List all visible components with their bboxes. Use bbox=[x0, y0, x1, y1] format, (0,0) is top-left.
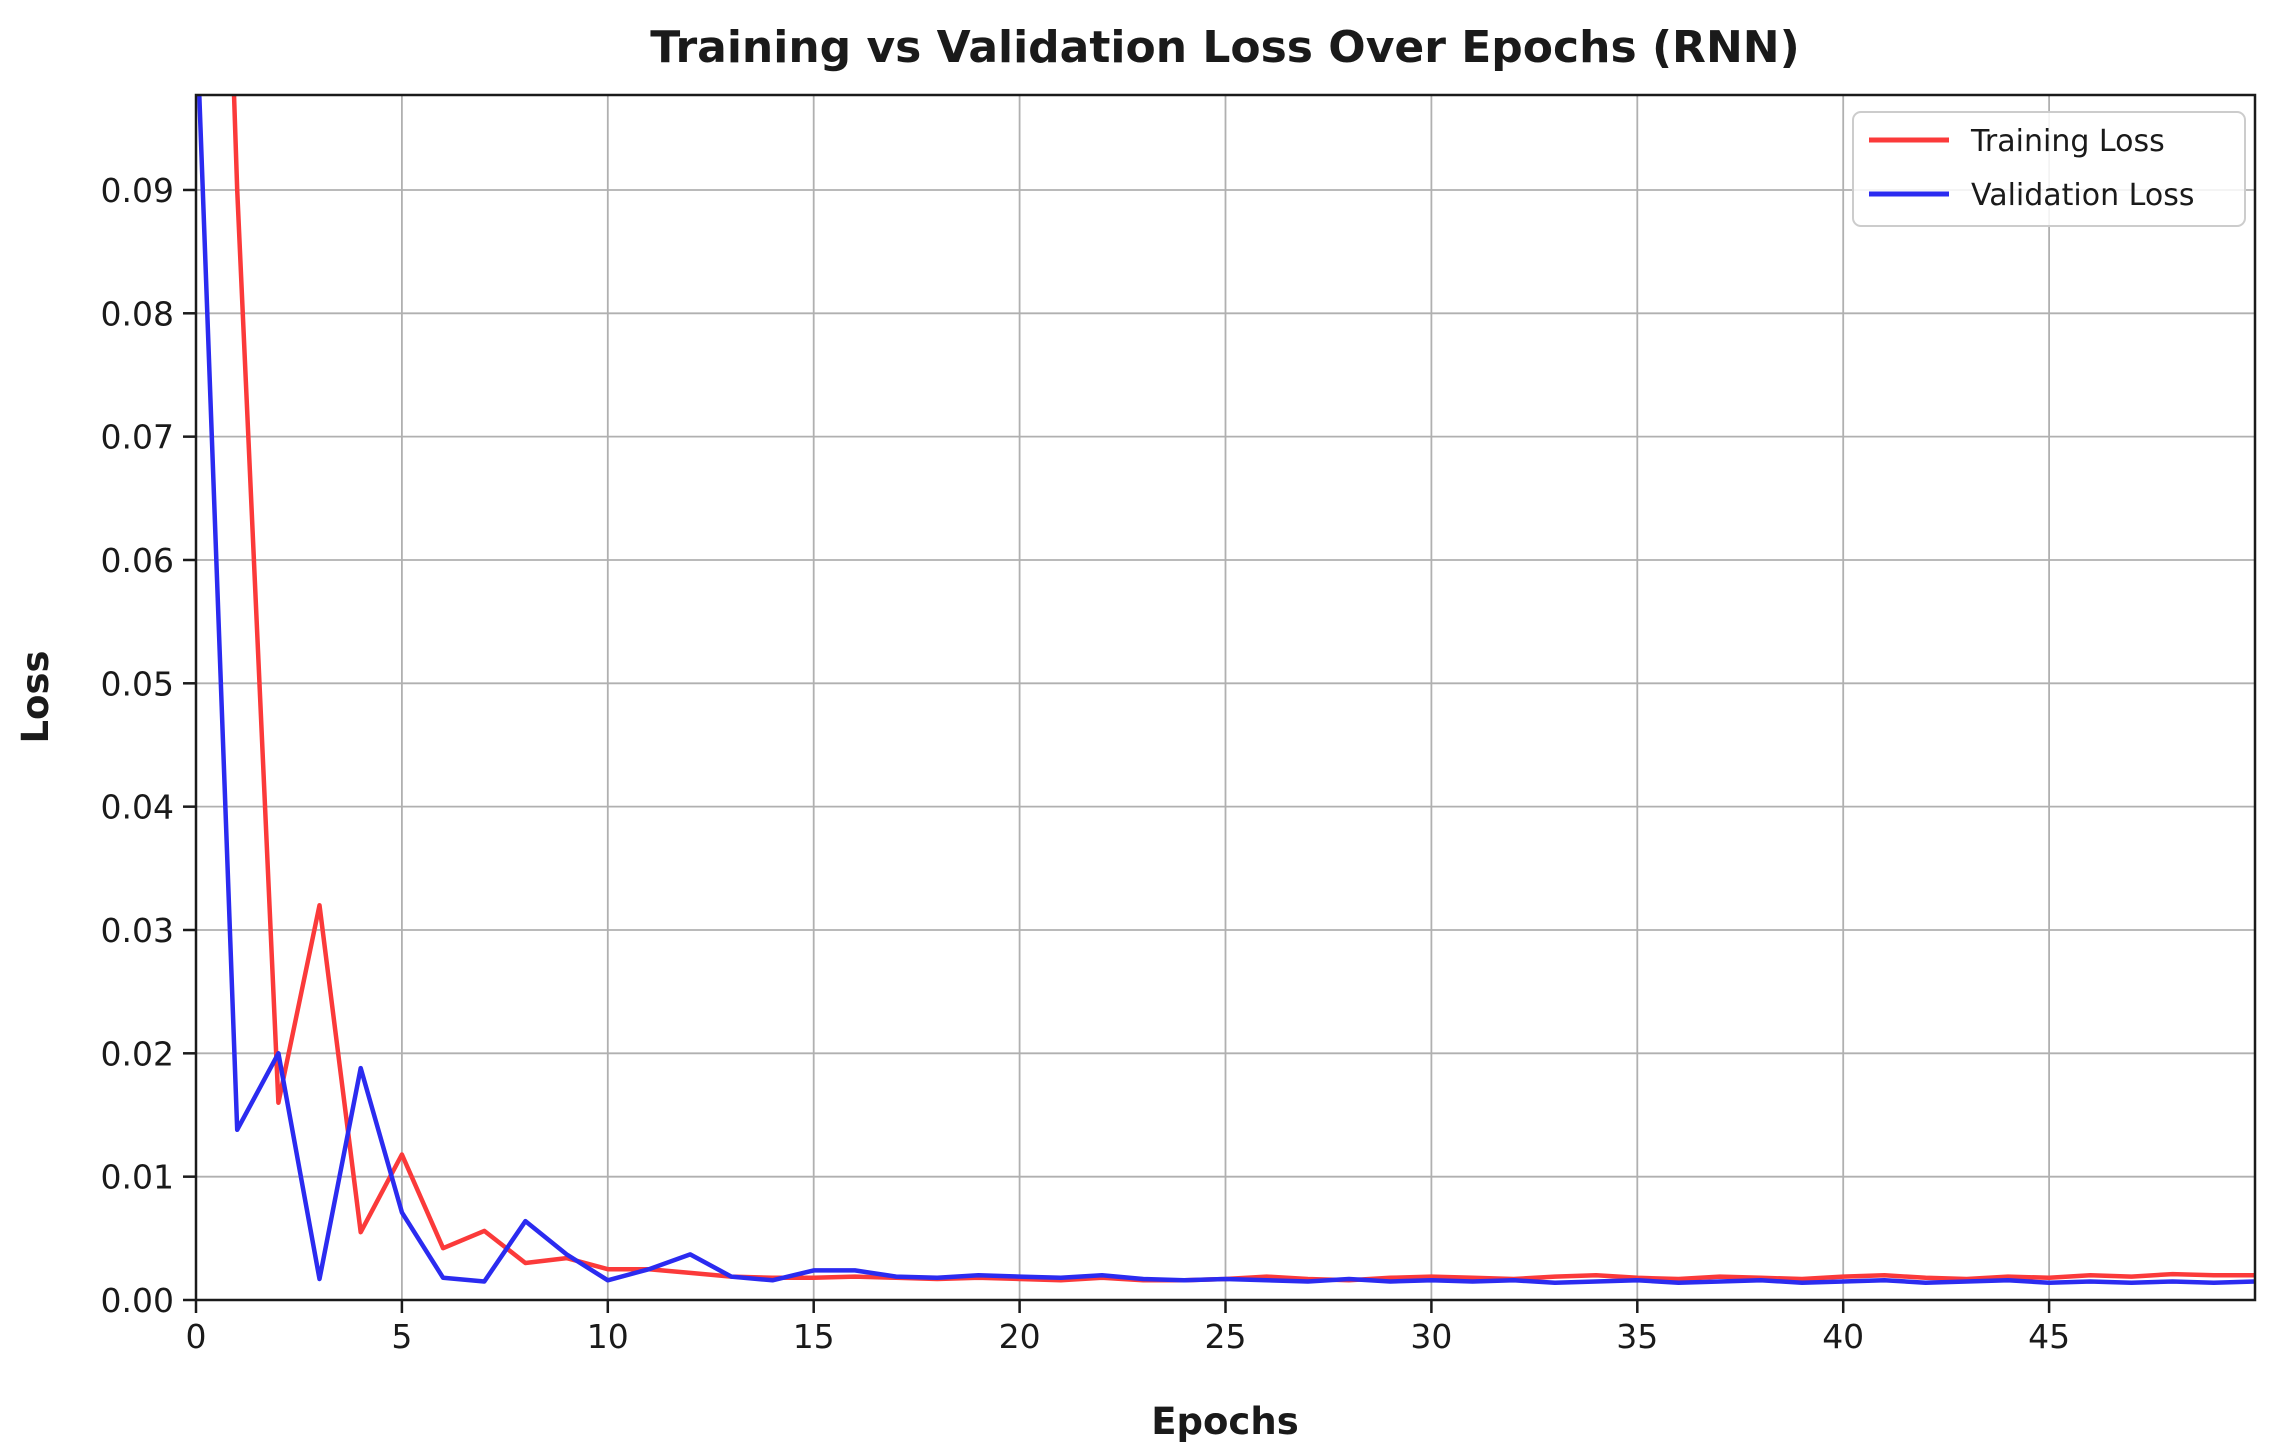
x-tick-label: 40 bbox=[1822, 1317, 1864, 1356]
y-tick-label: 0.04 bbox=[101, 788, 174, 827]
y-axis-label: Loss bbox=[14, 650, 57, 743]
x-tick-label: 0 bbox=[186, 1317, 207, 1356]
plot-border bbox=[194, 93, 2257, 1302]
axis-ticks bbox=[183, 188, 2051, 1313]
x-tick-label: 5 bbox=[391, 1317, 412, 1356]
y-tick-label: 0.06 bbox=[101, 541, 174, 580]
x-tick-label: 10 bbox=[587, 1317, 629, 1356]
legend-entry-validation: Validation Loss bbox=[1869, 178, 2194, 213]
y-tick-label: 0.02 bbox=[101, 1034, 174, 1073]
legend-entry-training: Training Loss bbox=[1869, 124, 2165, 159]
x-tick-label: 35 bbox=[1616, 1317, 1658, 1356]
legend-label-validation-loss: Validation Loss bbox=[1971, 178, 2194, 213]
y-tick-label: 0.05 bbox=[101, 664, 174, 703]
legend-label-training-loss: Training Loss bbox=[1970, 124, 2165, 159]
y-tick-label: 0.00 bbox=[101, 1281, 174, 1320]
x-tick-label: 30 bbox=[1410, 1317, 1452, 1356]
y-tick-label: 0.08 bbox=[101, 294, 174, 333]
x-tick-label: 25 bbox=[1205, 1317, 1247, 1356]
x-tick-label: 15 bbox=[793, 1317, 835, 1356]
y-tick-label: 0.01 bbox=[101, 1158, 174, 1197]
chart-title: Training vs Validation Loss Over Epochs … bbox=[650, 22, 1799, 73]
y-tick-label: 0.03 bbox=[101, 911, 174, 950]
axis-tick-labels: 0 5 10 15 20 25 30 35 40 45 0.00 0.01 0.02 0.03 0.04 0.… bbox=[101, 171, 2071, 1356]
y-tick-label: 0.07 bbox=[101, 418, 174, 457]
series-layer bbox=[197, 95, 2255, 1285]
y-tick-label: 0.09 bbox=[101, 171, 174, 210]
x-tick-label: 20 bbox=[999, 1317, 1041, 1356]
x-tick-label: 45 bbox=[2028, 1317, 2070, 1356]
x-axis-label: Epochs bbox=[1151, 1400, 1298, 1443]
series-path bbox=[197, 95, 2255, 1285]
legend: Training Loss Validation Loss bbox=[1852, 111, 2246, 227]
legend-box bbox=[1852, 111, 2246, 227]
